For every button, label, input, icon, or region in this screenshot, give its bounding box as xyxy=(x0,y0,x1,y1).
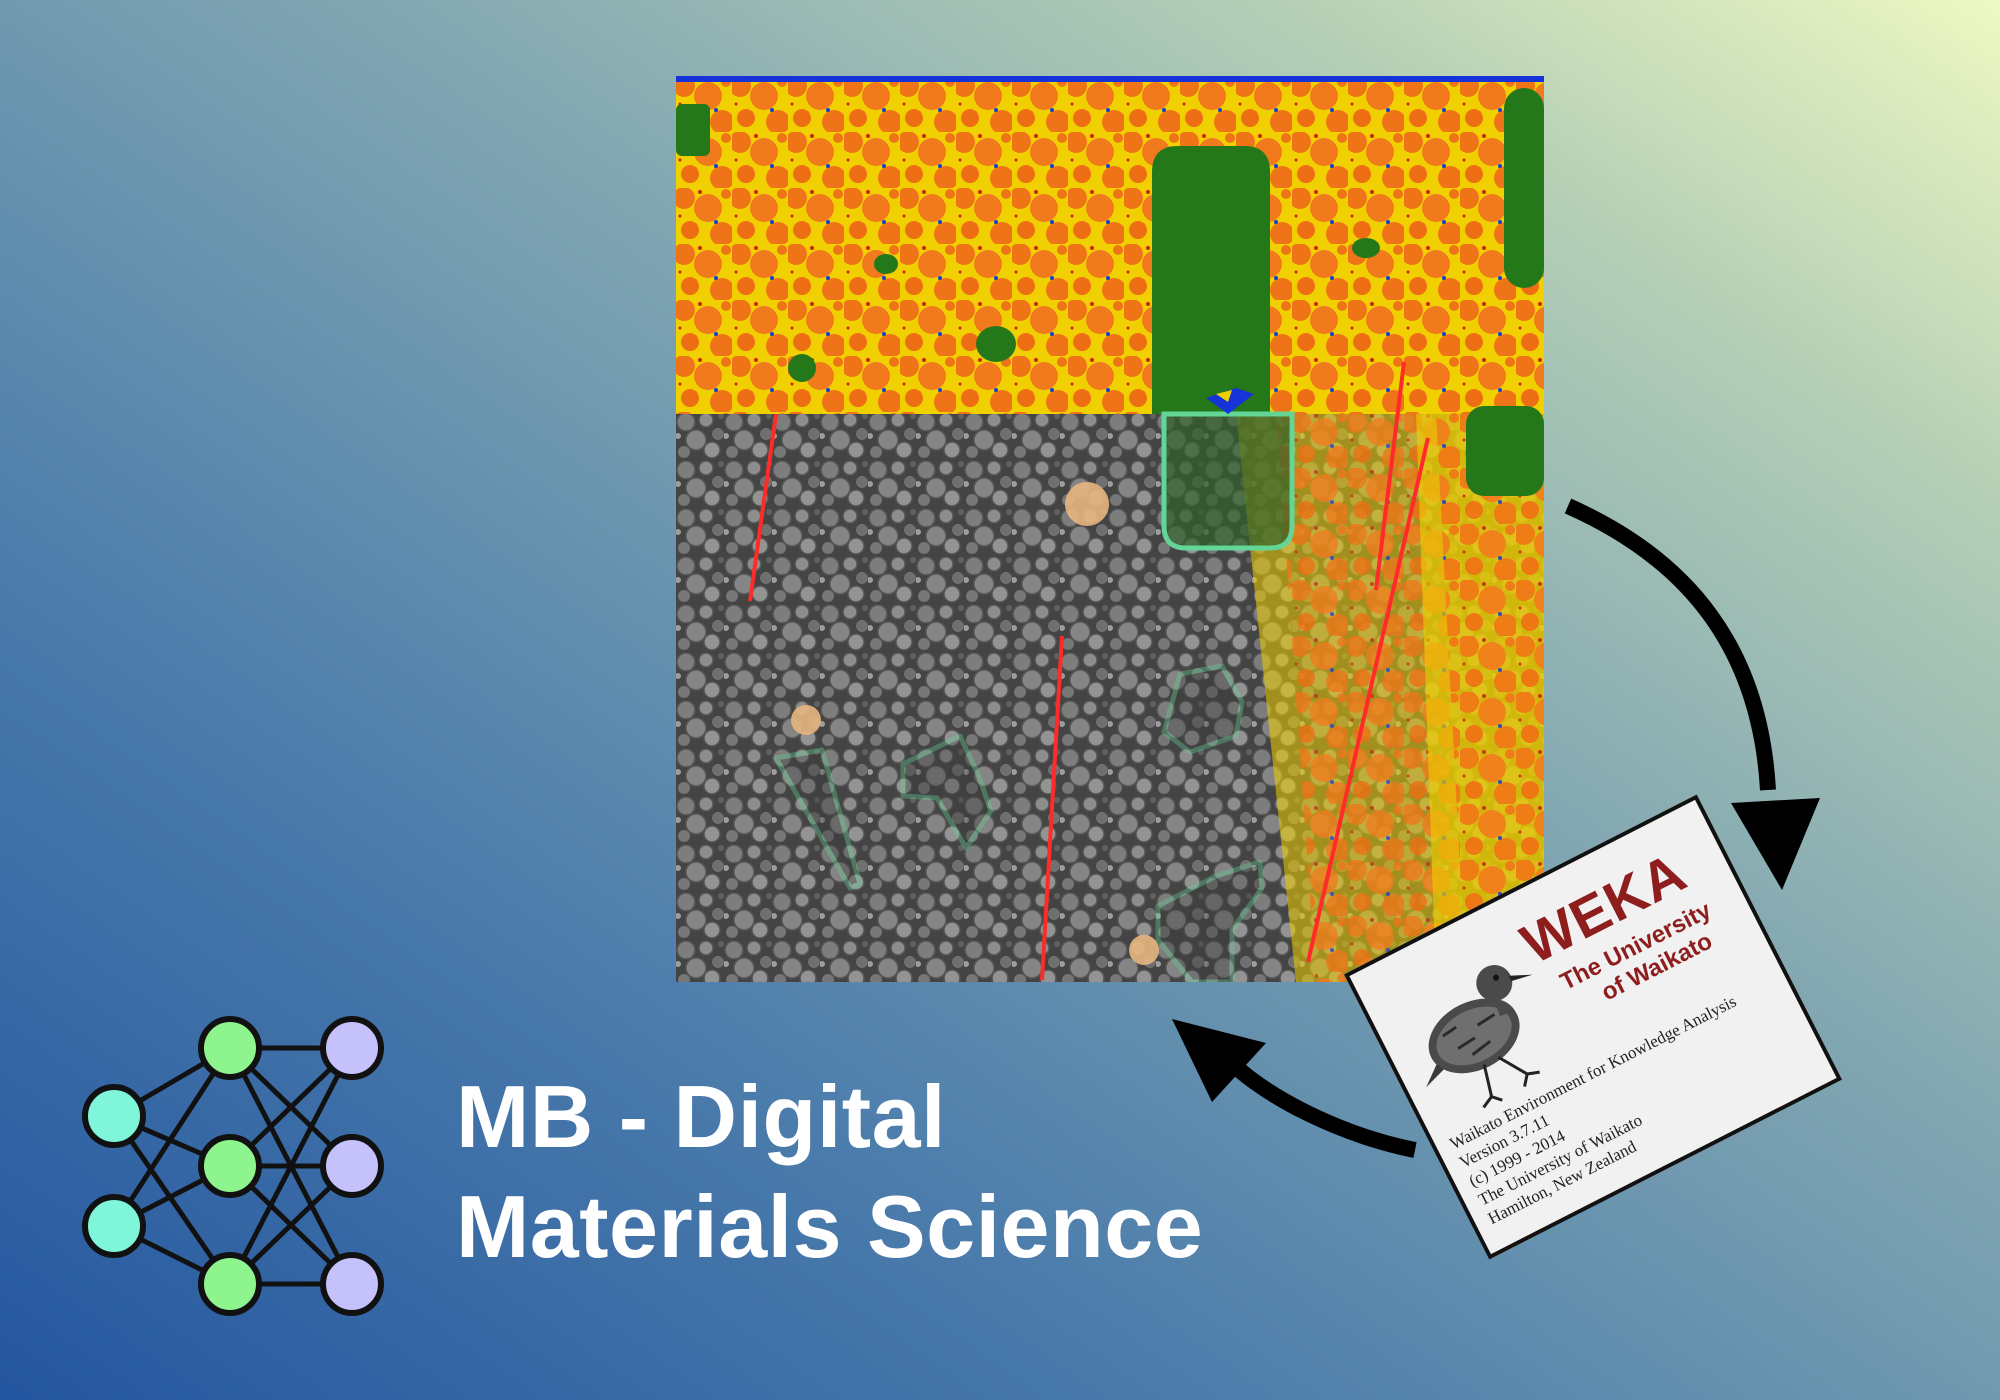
arrow-to-weka-head xyxy=(1731,798,1820,890)
arrow-to-weka xyxy=(1564,498,1776,791)
output-node xyxy=(320,1252,384,1316)
title-line-1: MB - Digital xyxy=(456,1067,946,1166)
segmented-micrograph-image xyxy=(676,76,1544,982)
title-line-2: Materials Science xyxy=(456,1177,1204,1276)
input-node xyxy=(82,1084,146,1148)
weka-splash-card: WEKA The University of Waikato Waikato E… xyxy=(1343,794,1843,1260)
output-node xyxy=(320,1016,384,1080)
input-node xyxy=(82,1194,146,1258)
neural-network-icon xyxy=(82,1016,384,1316)
arrow-from-weka xyxy=(1218,1049,1417,1158)
hidden-node xyxy=(198,1134,262,1198)
output-node xyxy=(320,1134,384,1198)
hidden-node xyxy=(198,1252,262,1316)
page-title: MB - Digital Materials Science xyxy=(456,1062,1203,1282)
hidden-node xyxy=(198,1016,262,1080)
weka-bird-icon xyxy=(1426,965,1540,1109)
